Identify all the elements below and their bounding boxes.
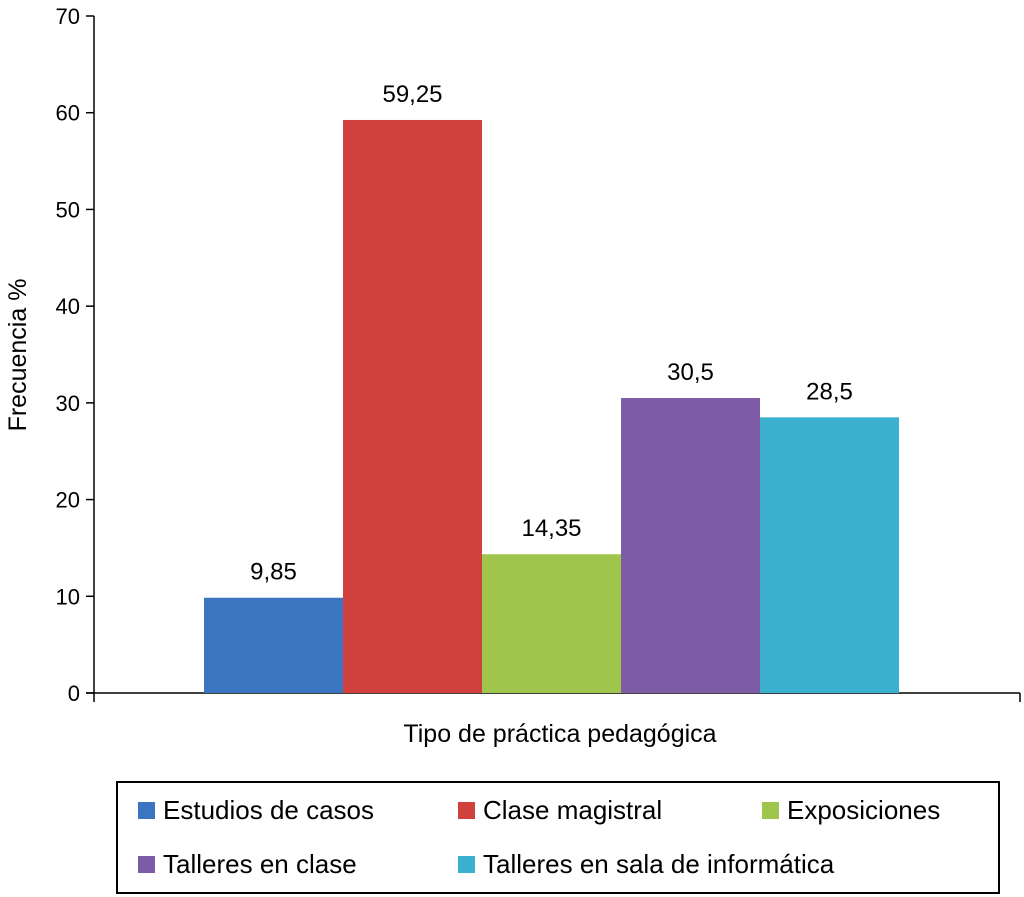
legend-label: Estudios de casos [163,794,375,825]
y-tick-label: 50 [56,197,80,222]
legend-swatch [138,855,155,873]
x-axis-title: Tipo de práctica pedagógica [403,720,716,748]
y-tick-label: 70 [56,4,80,29]
data-label-4: 30,5 [667,359,714,386]
legend: Estudios de casos Clase magistral Exposici… [116,781,1000,894]
legend-item: Talleres en sala de informática [458,844,834,884]
bar-2 [343,119,482,694]
data-label-2: 59,25 [382,81,442,108]
legend-item: Clase magistral [458,790,662,830]
legend-label: Talleres en sala de informática [483,848,835,879]
bars [204,119,899,694]
legend-item: Exposiciones [762,790,940,830]
data-label-3: 14,35 [521,515,581,542]
legend-label: Clase magistral [483,794,663,825]
y-tick-label: 20 [56,488,80,513]
legend-swatch [458,801,475,819]
legend-item: Talleres en clase [138,844,357,884]
legend-swatch [458,855,475,873]
y-axis-title: Frecuencia % [4,279,32,432]
bar-3 [482,554,621,693]
legend-label: Talleres en clase [163,848,357,879]
bar-5 [760,417,899,693]
bar-1 [204,597,343,693]
y-tick-label: 10 [56,584,80,609]
y-tick-label: 60 [56,101,80,126]
y-tick-label: 0 [68,681,80,706]
y-tick-label: 40 [56,294,80,319]
data-label-5: 28,5 [806,378,853,405]
data-label-1: 9,85 [250,559,297,586]
y-tick-label: 30 [56,391,80,416]
legend-item: Estudios de casos [138,790,374,830]
legend-label: Exposiciones [787,794,941,825]
bar-4 [621,398,760,693]
legend-swatch [138,801,155,819]
data-labels: 9,85 59,25 14,35 30,5 28,5 [250,81,853,586]
legend-swatch [762,801,779,819]
bar-chart: 0 10 20 30 40 50 60 70 9,85 59,25 14,35 30,5 28,5 F… [4,4,1021,748]
